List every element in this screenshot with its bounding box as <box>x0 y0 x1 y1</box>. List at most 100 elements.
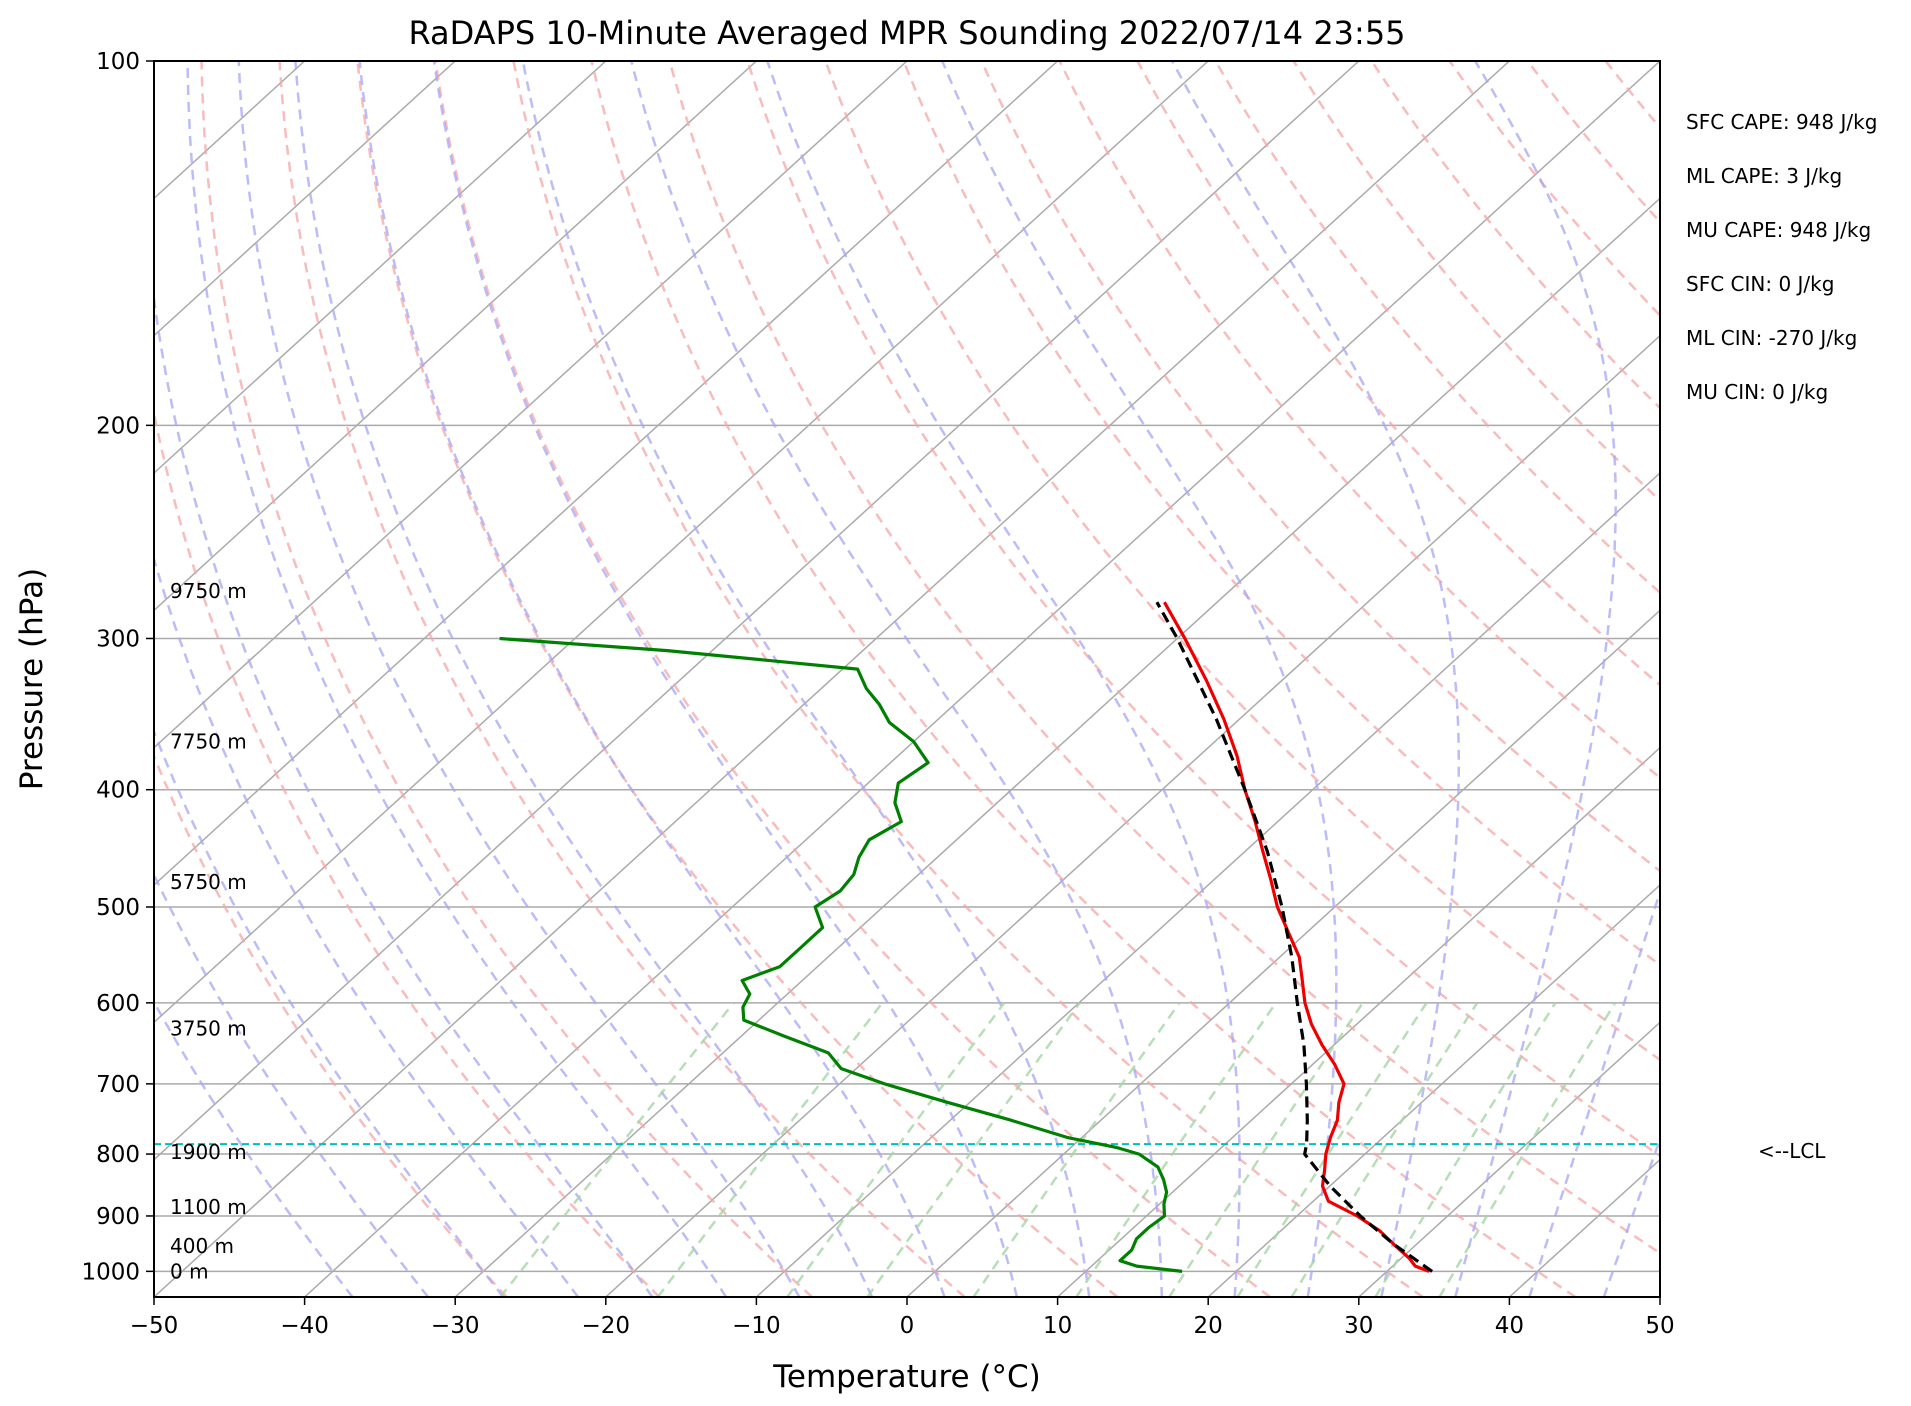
background-lines <box>0 61 1911 1297</box>
x-tick-label: −10 <box>732 1313 781 1339</box>
stat-line: SFC CIN: 0 J/kg <box>1686 272 1834 296</box>
isotherm-line <box>154 61 908 749</box>
moist-adiabat <box>358 61 946 1297</box>
x-tick-label: −40 <box>280 1313 329 1339</box>
isotherm-line <box>1057 746 1660 1297</box>
isotherm-line <box>154 61 1360 1161</box>
moist-adiabat <box>1528 887 1660 1297</box>
moist-adiabat <box>941 61 1338 1297</box>
axis-ticks: −50 −40 −30 −20 −10 0 10 20 30 40 50 100 200 300 400 50… <box>81 49 1674 1339</box>
y-tick-label: 400 <box>96 778 140 804</box>
parcel-profile-line <box>1155 601 1434 1273</box>
isotherm-line <box>154 61 1510 1297</box>
moist-adiabat <box>1602 1135 1660 1297</box>
mixing-ratio-line <box>866 1002 1081 1297</box>
temperature-profile-line <box>1163 601 1430 1273</box>
height-label: 3750 m <box>170 1016 247 1040</box>
y-tick-label: 100 <box>96 49 140 75</box>
isotherm-line <box>154 61 757 612</box>
height-label: 0 m <box>170 1259 209 1283</box>
stat-line: MU CIN: 0 J/kg <box>1686 380 1828 404</box>
moist-adiabat <box>521 61 1091 1297</box>
mixing-ratio-line <box>656 1002 884 1297</box>
y-tick-label: 600 <box>96 991 140 1017</box>
dry-adiabat <box>1684 61 1911 1297</box>
dry-adiabat <box>512 61 1424 1297</box>
data-series <box>154 601 1660 1273</box>
dry-adiabat <box>1058 61 1660 780</box>
x-tick-label: 0 <box>900 1313 915 1339</box>
stat-line: MU CAPE: 948 J/kg <box>1686 218 1871 242</box>
y-tick-label: 500 <box>96 895 140 921</box>
dry-adiabat <box>200 61 813 1297</box>
chart-title: RaDAPS 10-Minute Averaged MPR Sounding 2… <box>408 14 1405 52</box>
mixing-ratio-line <box>1236 1002 1428 1297</box>
moist-adiabat <box>154 999 354 1297</box>
dry-adiabat <box>356 61 1119 1297</box>
moist-adiabat <box>154 289 654 1297</box>
dry-adiabat <box>434 61 1271 1297</box>
x-tick-label: 30 <box>1344 1313 1373 1339</box>
moist-adiabat <box>237 61 801 1297</box>
stat-line: ML CIN: -270 J/kg <box>1686 326 1857 350</box>
moist-adiabat <box>154 728 505 1297</box>
height-label: 1100 m <box>170 1195 247 1219</box>
x-tick-label: 40 <box>1495 1313 1524 1339</box>
isotherm-line <box>1358 1021 1660 1297</box>
dry-adiabat <box>1840 61 1911 1297</box>
lcl-label: <--LCL <box>1758 1139 1826 1163</box>
x-tick-label: −30 <box>431 1313 480 1339</box>
x-tick-label: 20 <box>1194 1313 1223 1339</box>
x-tick-label: 10 <box>1043 1313 1072 1339</box>
isotherm-line <box>906 609 1660 1297</box>
dry-adiabat <box>1136 61 1660 687</box>
height-label: 5750 m <box>170 870 247 894</box>
isotherm-line <box>0 61 3 1297</box>
moist-adiabat <box>294 61 874 1297</box>
x-tick-label: −20 <box>582 1313 631 1339</box>
y-tick-label: 700 <box>96 1072 140 1098</box>
y-tick-label: 1000 <box>81 1259 140 1285</box>
isotherm-line <box>755 471 1660 1297</box>
moist-adiabat <box>630 61 1164 1297</box>
moist-adiabat <box>154 872 430 1297</box>
moist-adiabat <box>766 61 1241 1297</box>
x-tick-label: −50 <box>130 1313 179 1339</box>
mixing-ratio-line <box>1290 1002 1479 1297</box>
isotherm-line <box>304 61 1660 1297</box>
dry-adiabat <box>154 752 508 1297</box>
isotherm-line <box>154 61 607 475</box>
dry-adiabat <box>1448 61 1660 318</box>
isotherm-line <box>1207 883 1660 1297</box>
stats-panel: SFC CAPE: 948 J/kg ML CAPE: 3 J/kg MU CAPE… <box>1686 110 1877 404</box>
dry-adiabat <box>1604 61 1660 130</box>
mixing-ratio-line <box>972 1002 1181 1297</box>
dry-adiabat <box>1762 61 1911 1297</box>
moist-adiabat <box>432 61 1019 1297</box>
dry-adiabat <box>154 407 661 1297</box>
moist-adiabat <box>154 554 580 1297</box>
x-tick-label: 50 <box>1645 1313 1674 1339</box>
mixing-ratio-line <box>499 1002 735 1297</box>
y-tick-label: 800 <box>96 1142 140 1168</box>
height-label: 7750 m <box>170 730 247 754</box>
mixing-ratio-line <box>1168 1002 1364 1297</box>
stat-line: SFC CAPE: 948 J/kg <box>1686 110 1877 134</box>
y-tick-label: 300 <box>96 626 140 652</box>
isotherm-line <box>154 61 1059 887</box>
dry-adiabat <box>590 61 1577 1297</box>
isotherm-line <box>1659 1295 1660 1297</box>
dry-adiabat <box>278 61 966 1297</box>
height-label: 1900 m <box>170 1140 247 1164</box>
dry-adiabat <box>1370 61 1660 410</box>
x-axis-label: Temperature (°C) <box>772 1359 1041 1395</box>
moist-adiabat <box>186 61 728 1297</box>
height-label: 400 m <box>170 1234 234 1258</box>
moist-adiabat <box>1454 61 1617 1297</box>
mixing-ratio-line <box>1075 1002 1277 1297</box>
y-tick-label: 200 <box>96 413 140 439</box>
isotherm-line <box>605 334 1660 1297</box>
dewpoint-profile-line <box>499 636 1183 1273</box>
